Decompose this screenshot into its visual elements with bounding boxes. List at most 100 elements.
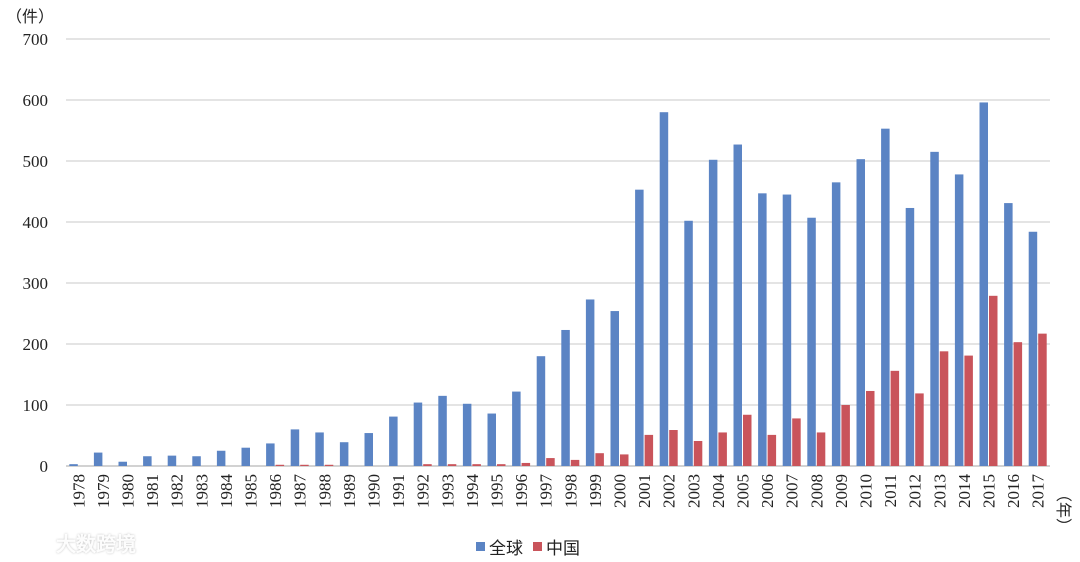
bar-china-1993 — [447, 464, 457, 466]
bar-china-1995 — [497, 464, 506, 466]
bar-global-1993 — [438, 395, 447, 466]
bar-china-2009 — [841, 405, 850, 466]
bar-global-1996 — [512, 391, 521, 466]
bar-global-1985 — [241, 447, 250, 466]
bar-global-1980 — [118, 461, 127, 466]
bar-global-2000 — [610, 311, 619, 466]
legend-swatch-global — [476, 542, 485, 551]
bar-china-1987 — [300, 464, 309, 466]
bar-china-2002 — [669, 430, 678, 466]
legend: 全球 中国 — [476, 534, 580, 559]
bar-china-1996 — [521, 462, 531, 466]
x-tick-label: 1986 — [266, 474, 285, 508]
x-tick-label: 1998 — [561, 474, 580, 508]
bars — [69, 102, 1047, 467]
x-tick-label: 1983 — [192, 474, 211, 508]
y-tick-label: 700 — [23, 30, 49, 49]
bar-global-2014 — [954, 174, 964, 467]
bar-china-2005 — [743, 414, 752, 466]
x-tick-label: 2003 — [684, 474, 703, 508]
x-tick-label: 1988 — [315, 474, 334, 508]
bar-global-2001 — [635, 189, 644, 467]
bar-global-1979 — [93, 452, 103, 466]
x-tick-label: 2007 — [783, 474, 802, 509]
x-tick-label: 2004 — [709, 474, 728, 509]
legend-item-china: 中国 — [533, 534, 580, 559]
bar-global-1984 — [216, 450, 226, 466]
bar-global-2009 — [831, 182, 841, 466]
x-tick-label: 1995 — [488, 474, 507, 508]
x-tick-label: 1987 — [291, 474, 310, 509]
bar-china-1994 — [472, 464, 481, 466]
bar-china-2001 — [644, 434, 654, 466]
bar-global-1987 — [290, 429, 300, 466]
bar-global-1983 — [192, 456, 201, 466]
bar-china-2006 — [767, 434, 777, 466]
x-tick-label: 1991 — [389, 474, 408, 508]
bar-global-1992 — [413, 402, 423, 466]
bar-global-1989 — [339, 442, 349, 466]
bar-global-1991 — [389, 416, 398, 466]
y-axis-ticks: 0 100 200 300 400 500 600 700 — [23, 30, 49, 476]
x-tick-label: 1996 — [512, 474, 531, 508]
legend-swatch-china — [533, 542, 542, 551]
x-tick-label: 2008 — [807, 474, 826, 508]
x-tick-label: 2017 — [1029, 474, 1048, 509]
bar-global-2010 — [856, 159, 865, 467]
x-tick-label: 2011 — [881, 474, 900, 507]
x-tick-label: 2016 — [1004, 474, 1023, 508]
bar-global-1981 — [143, 456, 152, 466]
y-tick-label: 0 — [40, 457, 49, 476]
bar-china-1986 — [275, 464, 285, 466]
x-tick-label: 2001 — [635, 474, 654, 508]
bar-global-1995 — [487, 413, 496, 466]
bar-china-2004 — [718, 432, 727, 466]
bar-global-2012 — [905, 207, 915, 466]
bar-global-1998 — [561, 329, 570, 466]
x-tick-label: 2006 — [758, 474, 777, 508]
x-tick-label: 1981 — [143, 474, 162, 508]
bar-china-2000 — [620, 454, 629, 466]
bar-global-2002 — [659, 112, 669, 466]
bar-global-2003 — [684, 220, 693, 466]
x-tick-label: 1982 — [168, 474, 187, 508]
watermark-logo-icon — [11, 533, 49, 552]
bar-china-2007 — [792, 418, 801, 466]
x-tick-label: 2012 — [906, 474, 925, 508]
x-tick-label: 1994 — [463, 474, 482, 509]
y-tick-label: 200 — [23, 335, 49, 354]
bar-global-1997 — [536, 356, 546, 466]
bar-china-2016 — [1013, 342, 1023, 466]
y-tick-label: 600 — [23, 91, 49, 110]
y-tick-label: 300 — [23, 274, 49, 293]
bar-global-2005 — [733, 144, 742, 466]
gridlines — [66, 38, 1050, 467]
x-axis-unit: （年） — [1054, 486, 1073, 534]
x-tick-label: 1990 — [365, 474, 384, 508]
x-tick-label: 2015 — [980, 474, 999, 508]
bar-china-2008 — [816, 432, 826, 466]
x-tick-label: 1985 — [242, 474, 261, 508]
x-tick-label: 1980 — [119, 474, 138, 508]
bar-china-2010 — [866, 390, 875, 466]
bar-global-2008 — [807, 217, 816, 466]
bar-global-1994 — [462, 403, 472, 466]
legend-label-china: 中国 — [546, 539, 580, 559]
bar-global-1982 — [167, 455, 177, 466]
bar-global-1990 — [364, 433, 373, 466]
bar-china-1997 — [546, 458, 555, 466]
bar-china-2014 — [964, 355, 973, 466]
x-tick-label: 1997 — [537, 474, 556, 509]
bar-china-1998 — [570, 459, 580, 466]
bar-china-2015 — [989, 295, 998, 466]
x-axis-ticks: 1978 1979 1980 1981 1982 1983 1984 1985 1986 1987… — [69, 474, 1047, 509]
watermark-text: 大数跨境 — [56, 532, 136, 556]
bar-china-1999 — [595, 453, 604, 466]
x-tick-label: 2000 — [611, 474, 630, 508]
bar-global-2011 — [881, 128, 890, 467]
x-tick-label: 1993 — [438, 474, 457, 508]
legend-label-global: 全球 — [489, 539, 523, 559]
x-tick-label: 2014 — [955, 474, 974, 509]
x-tick-label: 1978 — [69, 474, 88, 508]
x-tick-label: 1999 — [586, 474, 605, 508]
